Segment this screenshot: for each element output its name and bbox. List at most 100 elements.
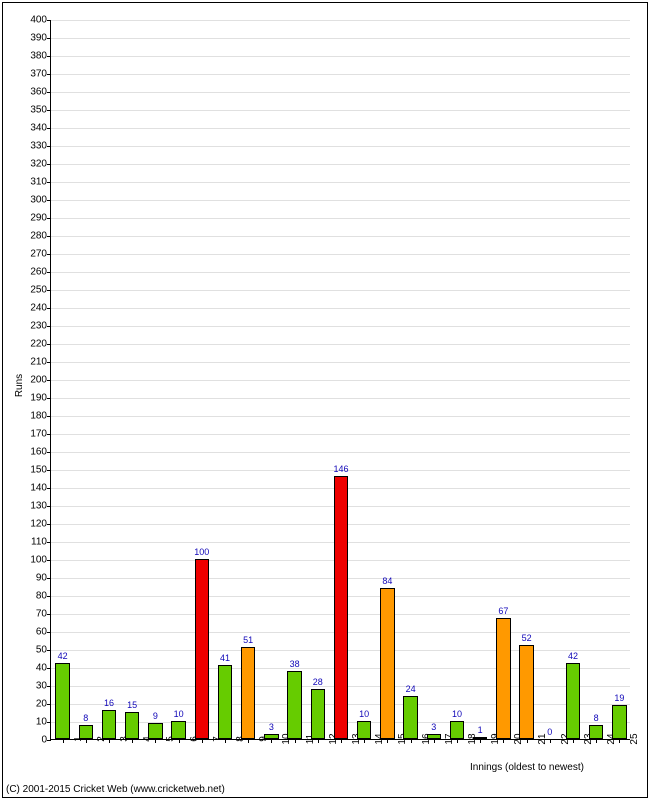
bar-value-label: 146 (333, 464, 348, 474)
x-tick-mark (318, 739, 319, 743)
y-tick-label: 190 (30, 393, 51, 404)
grid-line (51, 218, 630, 219)
bar (334, 476, 348, 739)
y-tick-label: 10 (36, 717, 51, 728)
bar (496, 618, 510, 739)
x-tick-mark (132, 739, 133, 743)
grid-line (51, 344, 630, 345)
x-tick-mark (248, 739, 249, 743)
grid-line (51, 416, 630, 417)
bar-value-label: 8 (594, 713, 599, 723)
y-tick-label: 290 (30, 213, 51, 224)
y-tick-label: 100 (30, 555, 51, 566)
grid-line (51, 110, 630, 111)
grid-line (51, 254, 630, 255)
x-tick-mark (550, 739, 551, 743)
x-tick-mark (573, 739, 574, 743)
bar-value-label: 10 (359, 709, 369, 719)
y-tick-label: 120 (30, 519, 51, 530)
y-tick-label: 70 (36, 609, 51, 620)
grid-line (51, 56, 630, 57)
bar-value-label: 24 (406, 684, 416, 694)
bar-value-label: 51 (243, 635, 253, 645)
x-tick-mark (155, 739, 156, 743)
y-tick-label: 170 (30, 429, 51, 440)
copyright-text: (C) 2001-2015 Cricket Web (www.cricketwe… (6, 784, 225, 795)
bar (473, 737, 487, 739)
x-tick-mark (295, 739, 296, 743)
y-tick-label: 150 (30, 465, 51, 476)
bar (380, 588, 394, 739)
x-tick-label: 21 (537, 733, 548, 744)
x-tick-mark (619, 739, 620, 743)
bar-value-label: 38 (290, 659, 300, 669)
y-tick-label: 240 (30, 303, 51, 314)
bar-value-label: 19 (614, 693, 624, 703)
bar-value-label: 41 (220, 653, 230, 663)
bar-value-label: 100 (194, 547, 209, 557)
grid-line (51, 308, 630, 309)
grid-line (51, 74, 630, 75)
bar (357, 721, 371, 739)
grid-line (51, 164, 630, 165)
chart-container: 0102030405060708090100110120130140150160… (0, 0, 650, 800)
grid-line (51, 272, 630, 273)
bar (612, 705, 626, 739)
bar (171, 721, 185, 739)
y-tick-label: 380 (30, 51, 51, 62)
x-tick-mark (364, 739, 365, 743)
y-tick-label: 200 (30, 375, 51, 386)
y-tick-label: 30 (36, 681, 51, 692)
x-tick-mark (202, 739, 203, 743)
x-tick-mark (63, 739, 64, 743)
y-tick-label: 350 (30, 105, 51, 116)
bar-value-label: 52 (522, 633, 532, 643)
y-tick-label: 80 (36, 591, 51, 602)
bar (79, 725, 93, 739)
y-tick-label: 360 (30, 87, 51, 98)
grid-line (51, 38, 630, 39)
grid-line (51, 362, 630, 363)
grid-line (51, 200, 630, 201)
grid-line (51, 326, 630, 327)
x-tick-label: 25 (629, 733, 640, 744)
bar-value-label: 10 (452, 709, 462, 719)
x-tick-mark (179, 739, 180, 743)
bar (102, 710, 116, 739)
y-tick-label: 60 (36, 627, 51, 638)
y-tick-label: 210 (30, 357, 51, 368)
bar (450, 721, 464, 739)
bar (195, 559, 209, 739)
y-tick-label: 400 (30, 15, 51, 26)
grid-line (51, 92, 630, 93)
y-tick-label: 280 (30, 231, 51, 242)
x-tick-mark (387, 739, 388, 743)
y-tick-label: 260 (30, 267, 51, 278)
x-tick-mark (225, 739, 226, 743)
x-tick-mark (86, 739, 87, 743)
y-tick-label: 250 (30, 285, 51, 296)
y-tick-label: 390 (30, 33, 51, 44)
grid-line (51, 380, 630, 381)
bar-value-label: 1 (478, 725, 483, 735)
grid-line (51, 146, 630, 147)
bar-value-label: 10 (174, 709, 184, 719)
x-tick-mark (503, 739, 504, 743)
x-tick-mark (527, 739, 528, 743)
x-tick-label: 18 (467, 733, 478, 744)
plot-area: 0102030405060708090100110120130140150160… (50, 20, 630, 740)
bar (403, 696, 417, 739)
x-tick-mark (457, 739, 458, 743)
y-tick-label: 320 (30, 159, 51, 170)
y-tick-label: 340 (30, 123, 51, 134)
bar-value-label: 8 (83, 713, 88, 723)
x-tick-mark (271, 739, 272, 743)
bar-value-label: 15 (127, 700, 137, 710)
bar (519, 645, 533, 739)
bar (311, 689, 325, 739)
y-tick-label: 230 (30, 321, 51, 332)
bar (218, 665, 232, 739)
grid-line (51, 236, 630, 237)
bar-value-label: 42 (58, 651, 68, 661)
bar (264, 734, 278, 739)
